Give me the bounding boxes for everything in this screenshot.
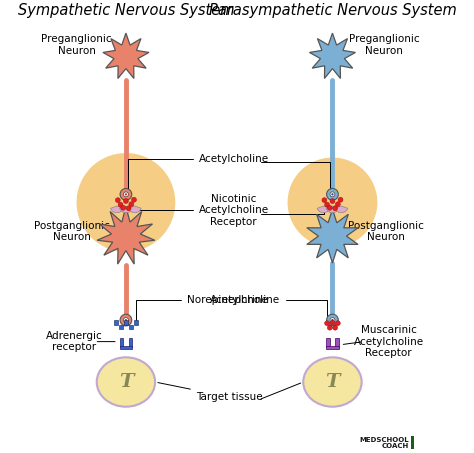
- Wedge shape: [110, 206, 123, 213]
- Polygon shape: [97, 207, 155, 264]
- Bar: [326, 337, 330, 347]
- Circle shape: [327, 188, 338, 200]
- Bar: [335, 337, 338, 347]
- Circle shape: [325, 202, 329, 207]
- Polygon shape: [310, 33, 356, 78]
- Polygon shape: [307, 209, 358, 263]
- Bar: [114, 320, 118, 324]
- Bar: [118, 324, 123, 329]
- Circle shape: [330, 320, 335, 325]
- Ellipse shape: [303, 357, 362, 407]
- Text: COACH: COACH: [382, 443, 409, 449]
- Bar: [120, 337, 123, 347]
- Text: Parasympathetic Nervous System: Parasympathetic Nervous System: [209, 3, 456, 18]
- Ellipse shape: [97, 357, 155, 407]
- Text: Postganglionic
Neuron: Postganglionic Neuron: [348, 221, 424, 242]
- Circle shape: [131, 197, 137, 202]
- Text: Norepinephrine: Norepinephrine: [136, 295, 267, 319]
- Circle shape: [121, 205, 126, 210]
- Wedge shape: [326, 206, 339, 213]
- Bar: [128, 337, 132, 347]
- Polygon shape: [103, 33, 149, 78]
- Text: T: T: [325, 373, 340, 391]
- Circle shape: [120, 314, 132, 326]
- Circle shape: [333, 206, 337, 211]
- Bar: [134, 320, 138, 324]
- Bar: [124, 320, 128, 324]
- Text: Postganglionic
Neuron: Postganglionic Neuron: [34, 221, 110, 242]
- Text: Acetylcholine: Acetylcholine: [210, 295, 327, 320]
- Circle shape: [322, 198, 327, 202]
- Bar: [128, 324, 133, 329]
- Circle shape: [76, 153, 175, 252]
- Circle shape: [330, 318, 335, 323]
- Polygon shape: [411, 436, 414, 449]
- Circle shape: [125, 193, 127, 195]
- Circle shape: [336, 321, 340, 326]
- Bar: [120, 346, 132, 349]
- Circle shape: [123, 198, 128, 203]
- Circle shape: [123, 192, 128, 197]
- Circle shape: [120, 188, 132, 200]
- Text: Target tissue: Target tissue: [158, 383, 263, 402]
- Circle shape: [325, 321, 329, 326]
- Text: Adrenergic
receptor: Adrenergic receptor: [46, 331, 103, 352]
- Text: Sympathetic Nervous System: Sympathetic Nervous System: [18, 3, 234, 18]
- Circle shape: [327, 205, 332, 210]
- Text: Preganglionic
Neuron: Preganglionic Neuron: [41, 34, 112, 56]
- Circle shape: [327, 325, 332, 330]
- Wedge shape: [317, 206, 330, 213]
- Text: T: T: [118, 373, 133, 391]
- Circle shape: [288, 158, 377, 247]
- Wedge shape: [335, 206, 348, 213]
- Circle shape: [126, 206, 131, 211]
- Circle shape: [118, 202, 123, 207]
- Circle shape: [331, 193, 334, 195]
- Circle shape: [123, 318, 128, 323]
- Bar: [326, 346, 338, 349]
- Text: Muscarinic
Acetylcholine
Receptor: Muscarinic Acetylcholine Receptor: [354, 325, 424, 358]
- Circle shape: [129, 202, 134, 207]
- Wedge shape: [119, 206, 132, 213]
- Text: Acetylcholine: Acetylcholine: [128, 154, 269, 192]
- Circle shape: [338, 197, 343, 202]
- Wedge shape: [128, 206, 141, 213]
- Circle shape: [125, 319, 127, 321]
- Text: MEDSCHOOL: MEDSCHOOL: [359, 438, 409, 443]
- Circle shape: [330, 198, 335, 203]
- Circle shape: [327, 314, 338, 326]
- Circle shape: [331, 319, 334, 321]
- Circle shape: [330, 192, 335, 197]
- Text: Nicotinic
Acetylcholine
Receptor: Nicotinic Acetylcholine Receptor: [136, 194, 269, 227]
- Text: Preganglionic
Neuron: Preganglionic Neuron: [349, 34, 419, 56]
- Circle shape: [336, 202, 340, 207]
- Circle shape: [115, 198, 120, 202]
- Circle shape: [333, 325, 337, 330]
